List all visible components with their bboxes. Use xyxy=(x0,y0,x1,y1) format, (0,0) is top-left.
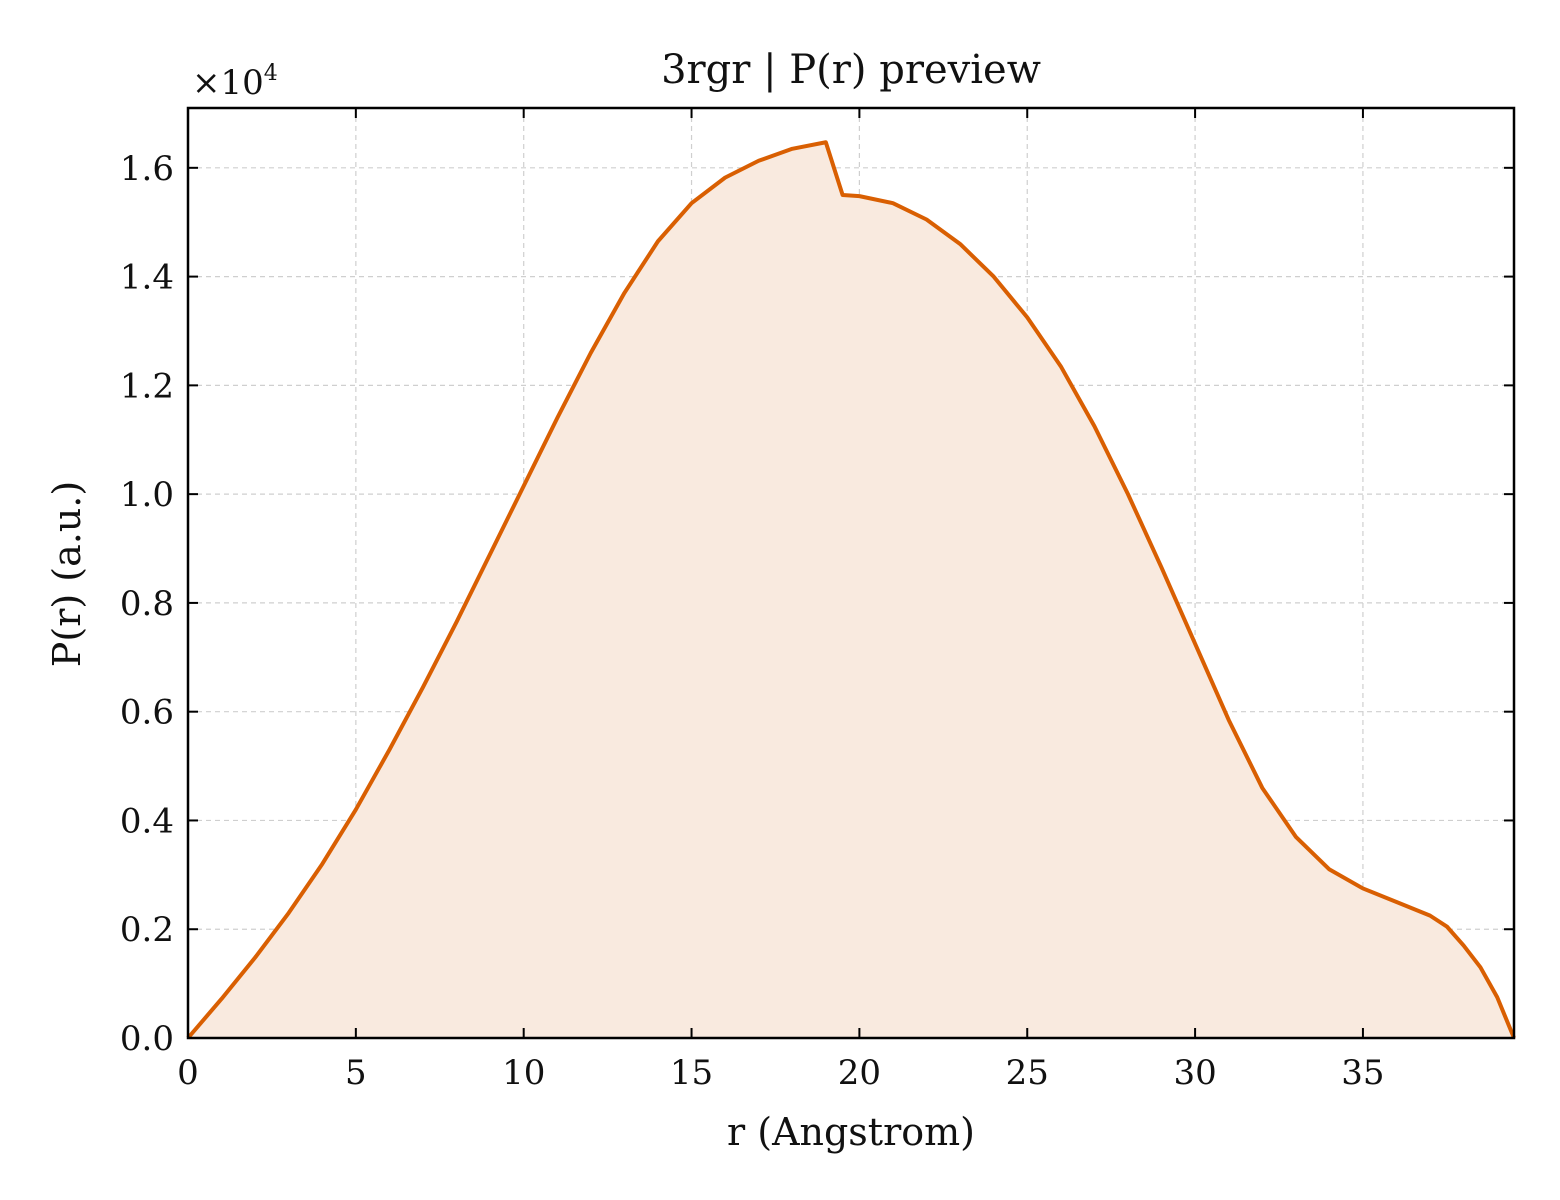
x-tick-label: 15 xyxy=(670,1053,713,1093)
y-axis-multiplier: ×104 xyxy=(192,61,278,103)
y-tick-label: 0.4 xyxy=(120,801,174,841)
x-tick-label: 25 xyxy=(1006,1053,1049,1093)
y-axis-ticks: 0.0 0.2 0.4 0.6 0.8 1.0 1.2 1.4 1.6 xyxy=(120,149,1514,1059)
series-area-fill xyxy=(188,142,1514,1038)
y-tick-label: 1.2 xyxy=(120,366,174,406)
y-axis-label: P(r) (a.u.) xyxy=(45,481,89,667)
y-tick-label: 1.6 xyxy=(120,149,174,189)
x-tick-label: 30 xyxy=(1173,1053,1216,1093)
x-tick-label: 0 xyxy=(177,1053,199,1093)
plot-frame xyxy=(186,106,1516,1040)
y-tick-label: 0.6 xyxy=(120,693,174,733)
x-axis-ticks: 0 5 10 15 20 25 30 35 xyxy=(177,108,1385,1093)
x-tick-label: 10 xyxy=(502,1053,545,1093)
y-tick-label: 0.8 xyxy=(120,584,174,624)
y-tick-label: 0.2 xyxy=(120,910,174,950)
x-tick-label: 20 xyxy=(838,1053,881,1093)
series-line xyxy=(186,140,1516,1040)
x-axis-label: r (Angstrom) xyxy=(727,1110,975,1154)
x-tick-label: 35 xyxy=(1341,1053,1384,1093)
y-tick-label: 1.0 xyxy=(120,475,174,515)
chart-title: 3rgr | P(r) preview xyxy=(661,47,1041,93)
y-tick-label: 1.4 xyxy=(120,258,174,298)
y-tick-label: 0.0 xyxy=(120,1019,174,1059)
x-tick-label: 5 xyxy=(345,1053,367,1093)
